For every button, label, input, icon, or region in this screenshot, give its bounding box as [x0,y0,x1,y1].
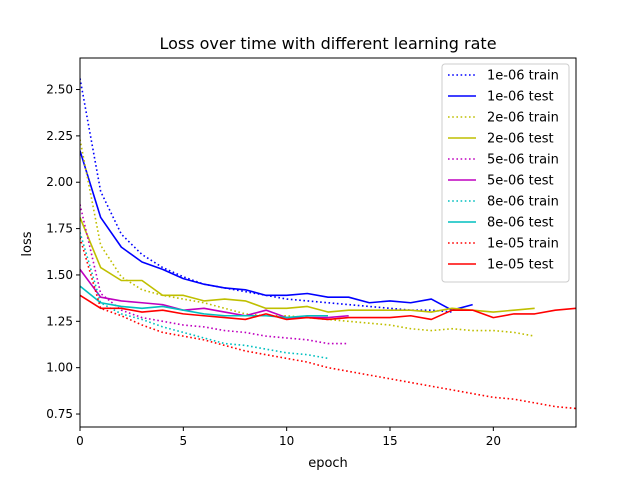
legend-label: 1e-05 test [487,258,554,273]
legend-label: 1e-06 train [487,69,559,84]
y-tick-label: 1.50 [46,268,73,282]
plot-frame [79,57,577,428]
legend-box [441,63,570,283]
legend-label: 1e-06 test [487,90,554,105]
x-tick-label: 15 [382,434,397,448]
series-line-1e-05-test [80,294,576,321]
y-tick-label: 0.75 [46,407,73,421]
x-tick-label: 0 [76,434,84,448]
plot-area [79,57,577,428]
y-tick-label: 2.25 [46,129,73,143]
series-lines [80,78,576,410]
y-tick-label: 1.25 [46,314,73,328]
series-line-8e-06-train [80,232,329,360]
legend: 1e-06 train 1e-06 test 2e-06 train 2e-06 te… [441,63,570,283]
chart-title: Loss over time with different learning r… [159,34,496,53]
y-axis-label: loss [20,231,35,256]
x-axis: 0 5 10 15 20 [76,427,501,448]
y-axis: 0.75 1.00 1.25 1.50 1.75 2.00 2.25 2.50 [46,83,80,421]
legend-label: 8e-06 train [487,195,559,210]
series-line-1e-06-test [80,150,473,311]
series-line-5e-06-train [80,204,349,345]
y-tick-label: 1.75 [46,222,73,236]
legend-label: 5e-06 test [487,174,554,189]
x-axis-label: epoch [308,456,348,471]
series-line-2e-06-test [80,217,535,313]
x-tick-label: 5 [180,434,188,448]
series-line-8e-06-test [80,285,328,319]
x-tick-label: 10 [279,434,294,448]
y-tick-label: 2.00 [46,175,73,189]
legend-label: 2e-06 test [487,132,554,147]
series-line-1e-05-train [80,237,576,410]
legend-label: 2e-06 train [487,111,559,126]
x-tick-label: 20 [486,434,501,448]
legend-label: 5e-06 train [487,153,559,168]
legend-label: 8e-06 test [487,216,554,231]
legend-label: 1e-05 train [487,237,559,252]
y-tick-label: 1.00 [46,361,73,375]
y-tick-label: 2.50 [46,83,73,97]
